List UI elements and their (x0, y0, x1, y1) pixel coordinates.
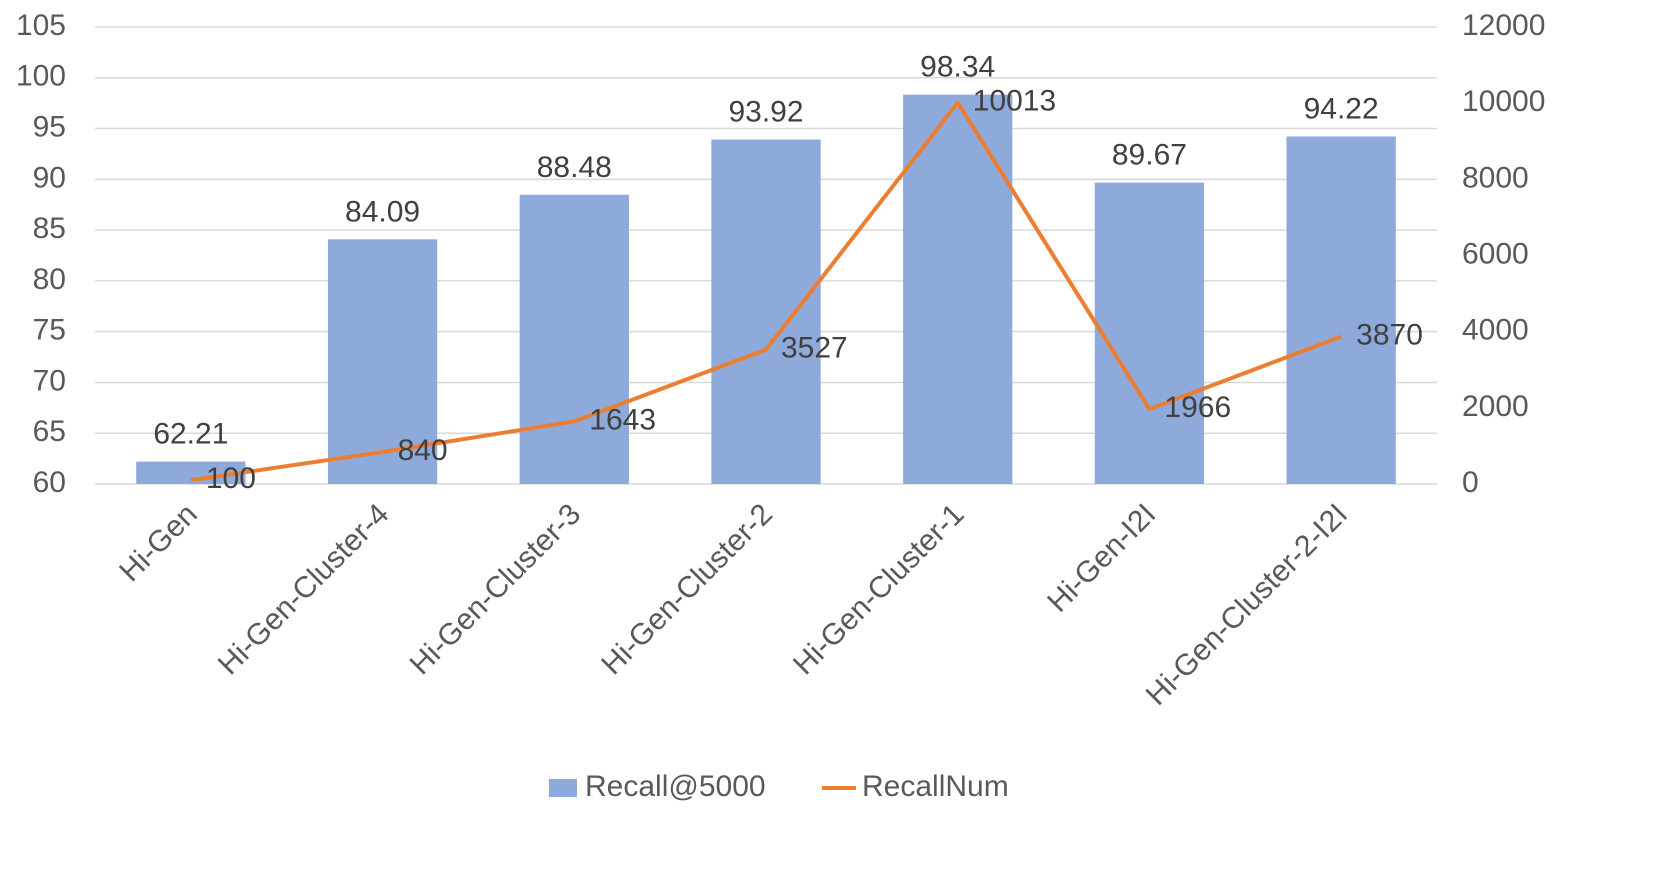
right-tick-label-8000: 8000 (1462, 161, 1529, 194)
left-tick-label-95: 95 (33, 110, 66, 143)
right-tick-label-10000: 10000 (1462, 85, 1545, 118)
right-tick-label-4000: 4000 (1462, 314, 1529, 347)
legend-swatch-recall-5000 (549, 779, 577, 797)
bar-hi-gen-cluster-4 (327, 239, 438, 484)
category-label-hi-gen-i2i: Hi-Gen-I2I (1041, 498, 1162, 619)
bar-label-hi-gen-cluster-1: 98.34 (920, 51, 995, 84)
left-tick-label-60: 60 (33, 466, 66, 499)
line-label-hi-gen-cluster-4: 840 (398, 434, 448, 467)
category-label-hi-gen: Hi-Gen (113, 498, 204, 589)
bar-label-hi-gen: 62.21 (153, 418, 228, 451)
category-label-hi-gen-cluster-2: Hi-Gen-Cluster-2 (595, 498, 779, 682)
left-tick-label-90: 90 (33, 161, 66, 194)
left-tick-label-105: 105 (16, 9, 66, 42)
category-label-hi-gen-cluster-1: Hi-Gen-Cluster-1 (787, 498, 971, 682)
category-label-hi-gen-cluster-4: Hi-Gen-Cluster-4 (212, 498, 396, 682)
bar-series (136, 94, 1396, 485)
left-tick-label-75: 75 (33, 314, 66, 347)
bar-label-hi-gen-i2i: 89.67 (1112, 139, 1187, 172)
line-series (190, 100, 1342, 483)
bar-label-hi-gen-cluster-4: 84.09 (345, 195, 420, 228)
line-label-hi-gen-cluster-3: 1643 (589, 403, 656, 436)
right-tick-label-0: 0 (1462, 466, 1479, 499)
legend-label-recall-5000: Recall@5000 (585, 770, 766, 803)
bar-label-hi-gen-cluster-2: 93.92 (728, 96, 803, 129)
right-tick-label-6000: 6000 (1462, 237, 1529, 270)
bar-hi-gen-cluster-2-i2i (1286, 136, 1396, 485)
left-tick-label-85: 85 (33, 212, 66, 245)
line-label-hi-gen-cluster-1: 10013 (973, 85, 1056, 118)
line-label-hi-gen-cluster-2-i2i: 3870 (1356, 319, 1423, 352)
left-tick-label-70: 70 (33, 364, 66, 397)
line-label-hi-gen-i2i: 1966 (1164, 391, 1231, 424)
left-tick-label-65: 65 (33, 415, 66, 448)
bar-label-hi-gen-cluster-2-i2i: 94.22 (1304, 92, 1379, 125)
bar-hi-gen-cluster-2 (711, 139, 821, 484)
right-tick-label-2000: 2000 (1462, 390, 1529, 423)
legend-label-recallnum: RecallNum (862, 770, 1009, 803)
right-y-axis: 0 2000 4000 6000 8000 10000 12000 (1462, 9, 1545, 499)
line-label-hi-gen: 100 (206, 462, 256, 495)
bar-hi-gen (136, 461, 246, 484)
bar-hi-gen-i2i (1094, 182, 1205, 484)
line-data-labels: 100 840 1643 3527 10013 1966 3870 (206, 85, 1423, 496)
right-tick-label-12000: 12000 (1462, 9, 1545, 42)
category-label-hi-gen-cluster-3: Hi-Gen-Cluster-3 (404, 498, 588, 682)
left-tick-label-100: 100 (16, 60, 66, 93)
bar-hi-gen-cluster-3 (519, 194, 629, 484)
bar-label-hi-gen-cluster-3: 88.48 (537, 151, 612, 184)
bar-data-labels: 62.21 84.09 88.48 93.92 98.34 89.67 94.22 (153, 51, 1378, 451)
left-y-axis: 60 65 70 75 80 85 90 95 100 105 (16, 9, 66, 499)
left-tick-label-80: 80 (33, 263, 66, 296)
x-axis: Hi-Gen Hi-Gen-Cluster-4 Hi-Gen-Cluster-3 Hi… (113, 498, 1354, 712)
line-label-hi-gen-cluster-2: 3527 (781, 332, 848, 365)
legend: Recall@5000 RecallNum (549, 770, 1009, 803)
category-label-hi-gen-cluster-2-i2i: Hi-Gen-Cluster-2-I2I (1140, 498, 1354, 712)
